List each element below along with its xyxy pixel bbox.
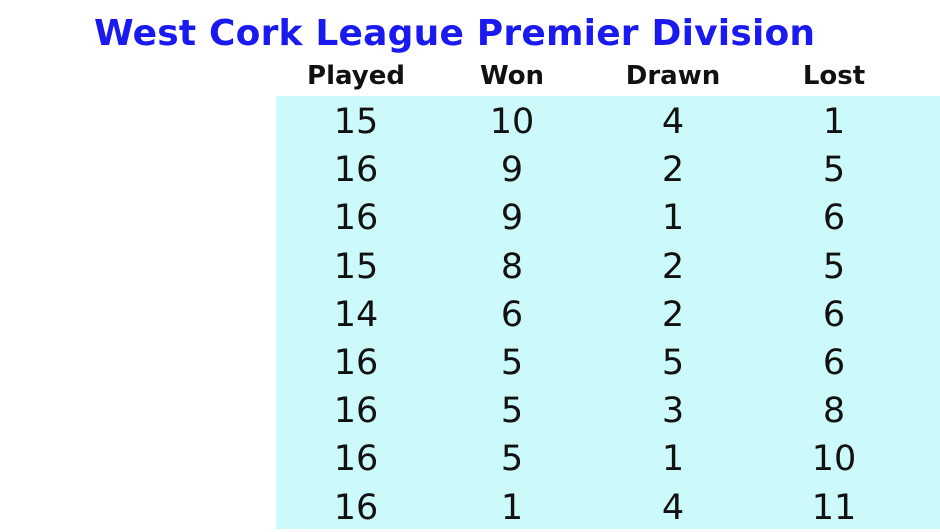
column-header-won: Won: [479, 61, 545, 91]
cell-lost: 10: [811, 439, 857, 480]
cell-won: 8: [500, 246, 524, 287]
column-header-drawn: Drawn: [625, 61, 721, 91]
cell-drawn: 5: [661, 343, 685, 383]
cell-lost: 5: [822, 246, 846, 287]
cell-won: 10: [489, 102, 535, 142]
cell-won: 5: [500, 439, 524, 480]
cell-lost: 6: [822, 343, 846, 383]
cell-lost: 11: [811, 487, 857, 528]
cell-drawn: 4: [661, 487, 685, 528]
column-header-played: Played: [307, 61, 405, 91]
page-title: West Cork League Premier Division: [94, 13, 816, 54]
cell-drawn: 1: [661, 439, 685, 480]
cell-drawn: 1: [661, 198, 685, 239]
cell-played: 15: [333, 102, 379, 142]
column-header-lost: Lost: [802, 61, 866, 91]
cell-played: 16: [333, 198, 379, 239]
cell-lost: 8: [822, 391, 846, 432]
cell-won: 1: [500, 487, 524, 528]
cell-won: 9: [500, 198, 524, 239]
cell-lost: 6: [822, 294, 846, 335]
cell-played: 14: [333, 294, 379, 335]
cell-drawn: 2: [661, 294, 685, 335]
cell-played: 16: [333, 391, 379, 432]
cell-played: 16: [333, 487, 379, 528]
cell-won: 5: [500, 343, 524, 383]
cell-played: 16: [333, 150, 379, 191]
cell-drawn: 3: [661, 391, 685, 432]
cell-lost: 5: [822, 150, 846, 191]
cell-lost: 1: [822, 102, 846, 142]
cell-played: 16: [333, 343, 379, 383]
cell-drawn: 2: [661, 246, 685, 287]
cell-played: 15: [333, 246, 379, 287]
cell-drawn: 4: [661, 102, 685, 142]
table-background: [276, 96, 940, 529]
cell-won: 5: [500, 391, 524, 432]
cell-lost: 6: [822, 198, 846, 239]
cell-won: 9: [500, 150, 524, 191]
cell-drawn: 2: [661, 150, 685, 191]
cell-won: 6: [500, 294, 524, 335]
cell-played: 16: [333, 439, 379, 480]
